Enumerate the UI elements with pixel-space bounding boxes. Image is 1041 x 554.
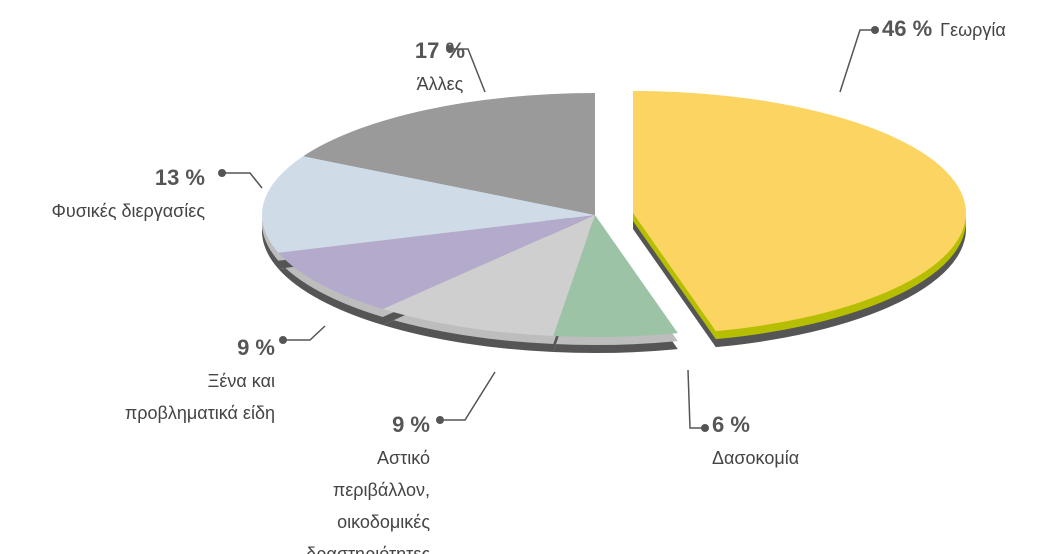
value-label: 13 %	[154, 165, 205, 190]
slice	[303, 93, 595, 215]
slice-label: 13 % Φυσικές διεργασίες	[51, 163, 205, 228]
value-label: 17 %	[414, 38, 466, 63]
slice-label: 46 % Γεωργία	[882, 14, 1006, 47]
value-label: 46 %	[882, 16, 933, 41]
slice-label: 9 % Ξένα και προβληματικά είδη	[125, 333, 275, 430]
leader-dot	[871, 26, 879, 34]
slice	[278, 215, 595, 310]
category-label: Φυσικές διεργασίες	[51, 201, 205, 221]
leader-dot	[436, 416, 444, 424]
leader-line	[440, 371, 496, 421]
category-label: Άλλες	[416, 74, 464, 94]
slice-label: 9 % Αστικό περιβάλλον, οικοδομικές δραστη…	[306, 410, 430, 554]
slice	[553, 215, 678, 337]
leader-dot	[218, 169, 226, 177]
category-label: Γεωργία	[940, 20, 1006, 40]
leader-line	[839, 29, 875, 93]
leader-line	[687, 369, 705, 429]
leader-dot	[701, 424, 709, 432]
slice	[633, 91, 966, 332]
slice	[262, 156, 595, 253]
value-label: 9 %	[392, 412, 430, 437]
slice	[382, 215, 595, 337]
leader-line	[450, 48, 486, 93]
leader-line	[283, 325, 326, 341]
leader-dot	[446, 45, 454, 53]
category-label: Ξένα και προβληματικά είδη	[124, 371, 275, 423]
value-label: 9 %	[237, 335, 275, 360]
category-label: Αστικό περιβάλλον, οικοδομικές δραστηριό…	[306, 448, 430, 554]
slice-label: 6 % Δασοκομία	[712, 410, 799, 475]
leader-dot	[279, 336, 287, 344]
slice-label: 17 % Άλλες	[340, 36, 540, 101]
leader-line	[222, 172, 263, 189]
value-label: 6 %	[712, 412, 750, 437]
category-label: Δασοκομία	[712, 448, 800, 468]
